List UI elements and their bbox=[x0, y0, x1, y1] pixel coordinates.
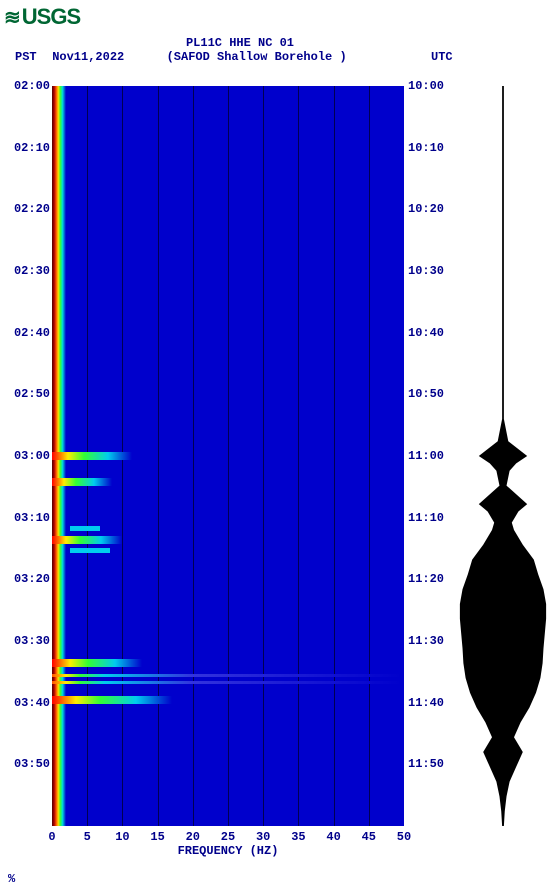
gridline bbox=[158, 86, 159, 826]
spectrogram-event bbox=[52, 536, 122, 544]
title-block: PL11C HHE NC 01 PST Nov11,2022 (SAFOD Sh… bbox=[0, 36, 552, 64]
y-left-tick: 02:30 bbox=[10, 264, 50, 278]
left-timezone: PST bbox=[15, 50, 45, 64]
spectrogram-plot bbox=[52, 86, 404, 826]
x-tick: 0 bbox=[48, 830, 55, 844]
x-tick: 50 bbox=[397, 830, 411, 844]
y-axis-left-pst: 02:0002:1002:2002:3002:4002:5003:0003:10… bbox=[10, 86, 50, 826]
spectrogram-event bbox=[52, 674, 402, 677]
x-tick: 30 bbox=[256, 830, 270, 844]
y-right-tick: 10:00 bbox=[408, 79, 450, 93]
gridline bbox=[228, 86, 229, 826]
y-left-tick: 02:50 bbox=[10, 387, 50, 401]
x-tick: 15 bbox=[150, 830, 164, 844]
y-left-tick: 02:40 bbox=[10, 326, 50, 340]
spectrogram-event bbox=[70, 526, 100, 531]
y-right-tick: 10:40 bbox=[408, 326, 450, 340]
y-right-tick: 10:10 bbox=[408, 141, 450, 155]
x-tick: 40 bbox=[326, 830, 340, 844]
x-tick: 35 bbox=[291, 830, 305, 844]
x-tick: 25 bbox=[221, 830, 235, 844]
spectrogram-event bbox=[52, 681, 402, 684]
y-left-tick: 03:20 bbox=[10, 572, 50, 586]
x-tick: 10 bbox=[115, 830, 129, 844]
y-left-tick: 02:10 bbox=[10, 141, 50, 155]
spectrogram-event bbox=[70, 548, 110, 553]
gridline bbox=[369, 86, 370, 826]
gridline bbox=[263, 86, 264, 826]
y-left-tick: 03:10 bbox=[10, 511, 50, 525]
gridline bbox=[298, 86, 299, 826]
y-left-tick: 03:30 bbox=[10, 634, 50, 648]
gridline bbox=[193, 86, 194, 826]
y-left-tick: 03:00 bbox=[10, 449, 50, 463]
corner-mark: % bbox=[8, 872, 15, 886]
y-left-tick: 03:40 bbox=[10, 696, 50, 710]
x-tick: 45 bbox=[362, 830, 376, 844]
station-name: (SAFOD Shallow Borehole ) bbox=[167, 50, 367, 64]
seismic-waveform bbox=[458, 86, 548, 826]
y-right-tick: 11:40 bbox=[408, 696, 450, 710]
x-tick: 20 bbox=[186, 830, 200, 844]
usgs-logo: ≋USGS bbox=[4, 4, 80, 30]
date-label: Nov11,2022 bbox=[52, 50, 142, 64]
logo-text: USGS bbox=[22, 4, 80, 29]
y-right-tick: 10:50 bbox=[408, 387, 450, 401]
y-right-tick: 11:00 bbox=[408, 449, 450, 463]
spectrogram-event bbox=[52, 478, 112, 486]
x-tick: 5 bbox=[84, 830, 91, 844]
y-right-tick: 10:20 bbox=[408, 202, 450, 216]
y-left-tick: 02:00 bbox=[10, 79, 50, 93]
right-timezone: UTC bbox=[431, 50, 453, 64]
gridline bbox=[334, 86, 335, 826]
spectrogram-event bbox=[52, 696, 172, 704]
station-code: PL11C HHE NC 01 bbox=[10, 36, 470, 50]
y-right-tick: 11:50 bbox=[408, 757, 450, 771]
y-left-tick: 02:20 bbox=[10, 202, 50, 216]
spectrogram-event bbox=[52, 452, 132, 460]
spectrogram-event bbox=[52, 659, 142, 667]
y-axis-right-utc: 10:0010:1010:2010:3010:4010:5011:0011:10… bbox=[408, 86, 450, 826]
x-axis-title: FREQUENCY (HZ) bbox=[52, 844, 404, 858]
logo-wave-icon: ≋ bbox=[4, 5, 20, 30]
y-right-tick: 10:30 bbox=[408, 264, 450, 278]
y-right-tick: 11:20 bbox=[408, 572, 450, 586]
y-left-tick: 03:50 bbox=[10, 757, 50, 771]
y-right-tick: 11:30 bbox=[408, 634, 450, 648]
y-right-tick: 11:10 bbox=[408, 511, 450, 525]
